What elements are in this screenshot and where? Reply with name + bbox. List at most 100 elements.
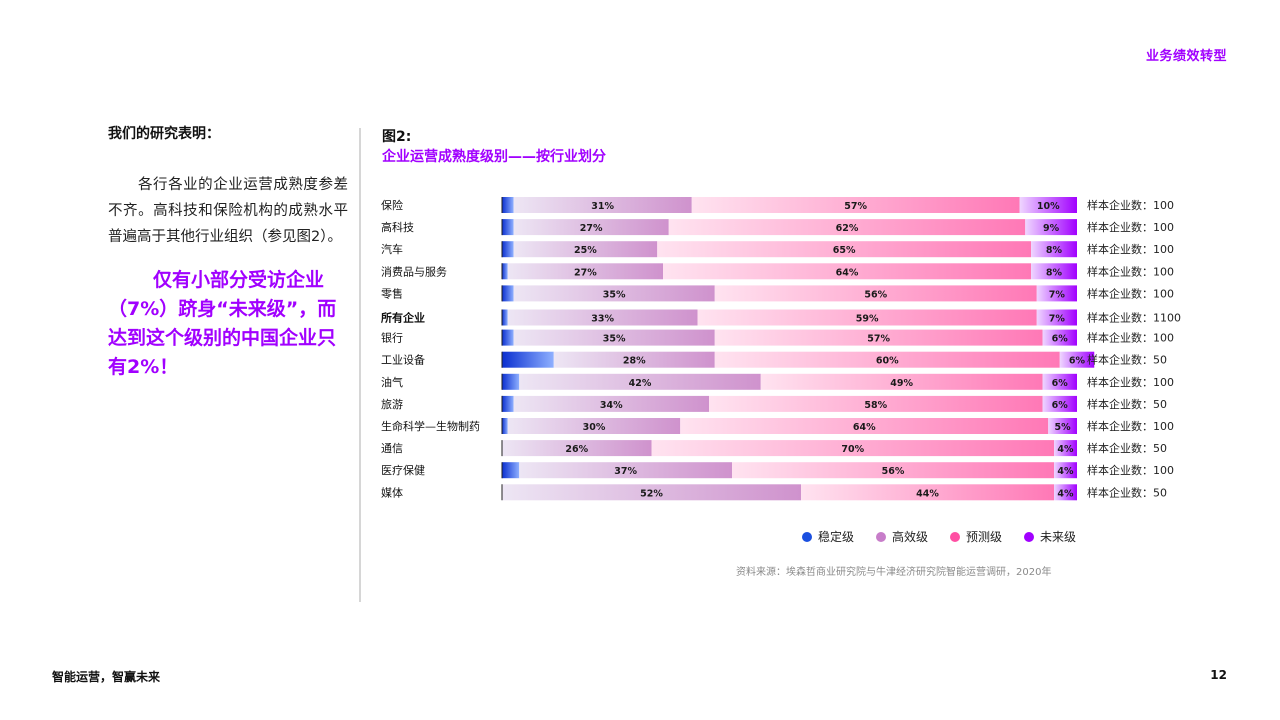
data-label-efficient: 33% xyxy=(591,314,614,325)
bar-segment-predictive xyxy=(663,263,1031,280)
data-label-future: 8% xyxy=(1046,245,1063,256)
bar-segment-future xyxy=(1054,440,1077,457)
category-label: 所有企业 xyxy=(381,311,425,325)
sample-size-label: 样本企业数：100 xyxy=(1087,242,1174,256)
data-label-predictive: 44% xyxy=(916,488,939,499)
legend-item-stable: 稳定级 xyxy=(802,528,854,545)
category-label: 汽车 xyxy=(381,242,403,256)
bar-segment-future xyxy=(1042,373,1077,390)
data-label-future: 7% xyxy=(1049,314,1066,325)
sample-size-label: 样本企业数：50 xyxy=(1087,441,1167,455)
data-label-predictive: 56% xyxy=(882,466,905,477)
bar-segment-predictive xyxy=(709,395,1043,412)
bar-segment-future xyxy=(1025,219,1077,236)
page-number: 12 xyxy=(1210,668,1227,682)
data-label-predictive: 64% xyxy=(853,422,876,433)
sample-size-label: 样本企业数：100 xyxy=(1087,375,1174,389)
data-label-efficient: 37% xyxy=(614,466,637,477)
data-label-future: 4% xyxy=(1057,488,1074,499)
category-label: 高科技 xyxy=(381,220,414,234)
bar-segment-future xyxy=(1036,309,1077,326)
category-label: 工业设备 xyxy=(381,353,425,367)
data-label-future: 6% xyxy=(1069,356,1086,367)
body-paragraph: 各行各业的企业运营成熟度参差不齐。高科技和保险机构的成熟水平普遍高于其他行业组织… xyxy=(108,177,348,245)
figure-title: 企业运营成熟度级别——按行业划分 xyxy=(382,149,606,165)
data-label-efficient: 26% xyxy=(565,444,588,455)
data-label-future: 4% xyxy=(1057,444,1074,455)
data-label-predictive: 70% xyxy=(841,444,864,455)
data-label-efficient: 34% xyxy=(600,400,623,411)
bar-segment-stable xyxy=(502,373,520,390)
data-label-predictive: 60% xyxy=(876,356,899,367)
category-label: 油气 xyxy=(381,375,403,389)
sample-size-label: 样本企业数：50 xyxy=(1087,397,1167,411)
sample-size-label: 样本企业数：100 xyxy=(1087,264,1174,278)
data-label-future: 10% xyxy=(1037,201,1060,212)
bar-segment-future xyxy=(1031,241,1077,258)
bar-segment-efficient xyxy=(513,329,715,346)
data-label-predictive: 56% xyxy=(864,289,887,300)
legend-dot-future xyxy=(1024,531,1035,542)
data-label-efficient: 27% xyxy=(574,267,597,278)
data-label-efficient: 52% xyxy=(640,488,663,499)
sample-size-label: 样本企业数：100 xyxy=(1087,286,1174,300)
bar-segment-future xyxy=(1019,197,1077,213)
legend-item-efficient: 高效级 xyxy=(876,528,928,545)
data-label-predictive: 64% xyxy=(836,267,859,278)
sample-size-label: 样本企业数：1100 xyxy=(1087,311,1181,325)
data-label-predictive: 65% xyxy=(833,245,856,256)
bar-segment-future xyxy=(1054,462,1077,479)
left-column: 我们的研究表明： 各行各业的企业运营成熟度参差不齐。高科技和保险机构的成熟水平普… xyxy=(108,124,348,401)
data-label-predictive: 49% xyxy=(890,378,913,389)
bar-segment-future xyxy=(1042,395,1077,412)
data-label-predictive: 58% xyxy=(864,400,887,411)
bar-segment-predictive xyxy=(657,241,1031,258)
legend-label-predictive: 预测级 xyxy=(966,530,1003,544)
sample-size-label: 样本企业数：100 xyxy=(1087,220,1174,234)
bar-segment-predictive xyxy=(697,309,1037,326)
bar-segment-stable xyxy=(502,219,514,236)
bar-segment-stable xyxy=(502,285,514,302)
footer-tagline: 智能运营，智赢未来 xyxy=(52,670,161,684)
bar-segment-efficient xyxy=(513,285,715,302)
bar-segment-stable xyxy=(502,263,508,280)
category-label: 保险 xyxy=(381,198,403,212)
bar-segment-future xyxy=(1031,263,1077,280)
data-label-efficient: 25% xyxy=(574,245,597,256)
bar-segment-predictive xyxy=(651,440,1054,457)
bar-segment-stable xyxy=(502,418,508,434)
bar-segment-efficient xyxy=(507,309,698,326)
bar-segment-predictive xyxy=(801,484,1054,501)
data-label-efficient: 35% xyxy=(603,334,626,345)
bar-segment-efficient xyxy=(553,351,715,368)
chart-legend: 稳定级 高效级 预测级 未来级 xyxy=(802,528,1076,545)
data-label-predictive: 62% xyxy=(836,223,859,234)
legend-dot-stable xyxy=(802,531,812,542)
category-label: 旅游 xyxy=(381,397,403,411)
maturity-chart: 保险 31% 57% 10% 样本企业数：100 高科技 27% 62% 9% 样本企业数：100… xyxy=(370,190,1230,520)
bar-segment-predictive xyxy=(714,351,1060,368)
figure-label: 图2: xyxy=(382,129,412,145)
data-label-efficient: 42% xyxy=(629,378,652,389)
section-heading: 我们的研究表明： xyxy=(108,126,220,142)
column-divider xyxy=(359,128,361,602)
bar-segment-predictive xyxy=(680,418,1049,434)
data-label-predictive: 57% xyxy=(867,334,890,345)
data-label-predictive: 57% xyxy=(844,201,867,212)
bar-segment-efficient xyxy=(513,219,669,236)
bar-segment-future xyxy=(1036,285,1077,302)
bar-segment-future xyxy=(1048,418,1077,434)
data-label-future: 5% xyxy=(1055,422,1072,433)
bar-segment-efficient xyxy=(513,395,709,412)
data-label-future: 6% xyxy=(1052,378,1069,389)
sample-size-label: 样本企业数：50 xyxy=(1087,485,1167,499)
data-label-efficient: 30% xyxy=(583,422,606,433)
category-label: 零售 xyxy=(381,286,403,300)
data-label-future: 7% xyxy=(1049,289,1066,300)
category-label: 生命科学—生物制药 xyxy=(381,419,480,433)
bar-segment-stable xyxy=(502,329,514,346)
legend-label-efficient: 高效级 xyxy=(892,530,929,544)
legend-dot-efficient xyxy=(876,531,887,542)
legend-item-predictive: 预测级 xyxy=(950,528,1002,545)
bar-segment-efficient xyxy=(507,263,663,280)
